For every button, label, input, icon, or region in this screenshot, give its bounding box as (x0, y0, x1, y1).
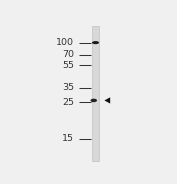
Text: 70: 70 (62, 50, 74, 59)
Polygon shape (104, 97, 110, 104)
Text: 100: 100 (56, 38, 74, 47)
Text: 55: 55 (62, 61, 74, 70)
Ellipse shape (90, 99, 97, 102)
Ellipse shape (92, 41, 99, 44)
Text: 35: 35 (62, 84, 74, 93)
Text: 25: 25 (62, 98, 74, 107)
Text: 15: 15 (62, 135, 74, 144)
Bar (92, 26, 99, 161)
